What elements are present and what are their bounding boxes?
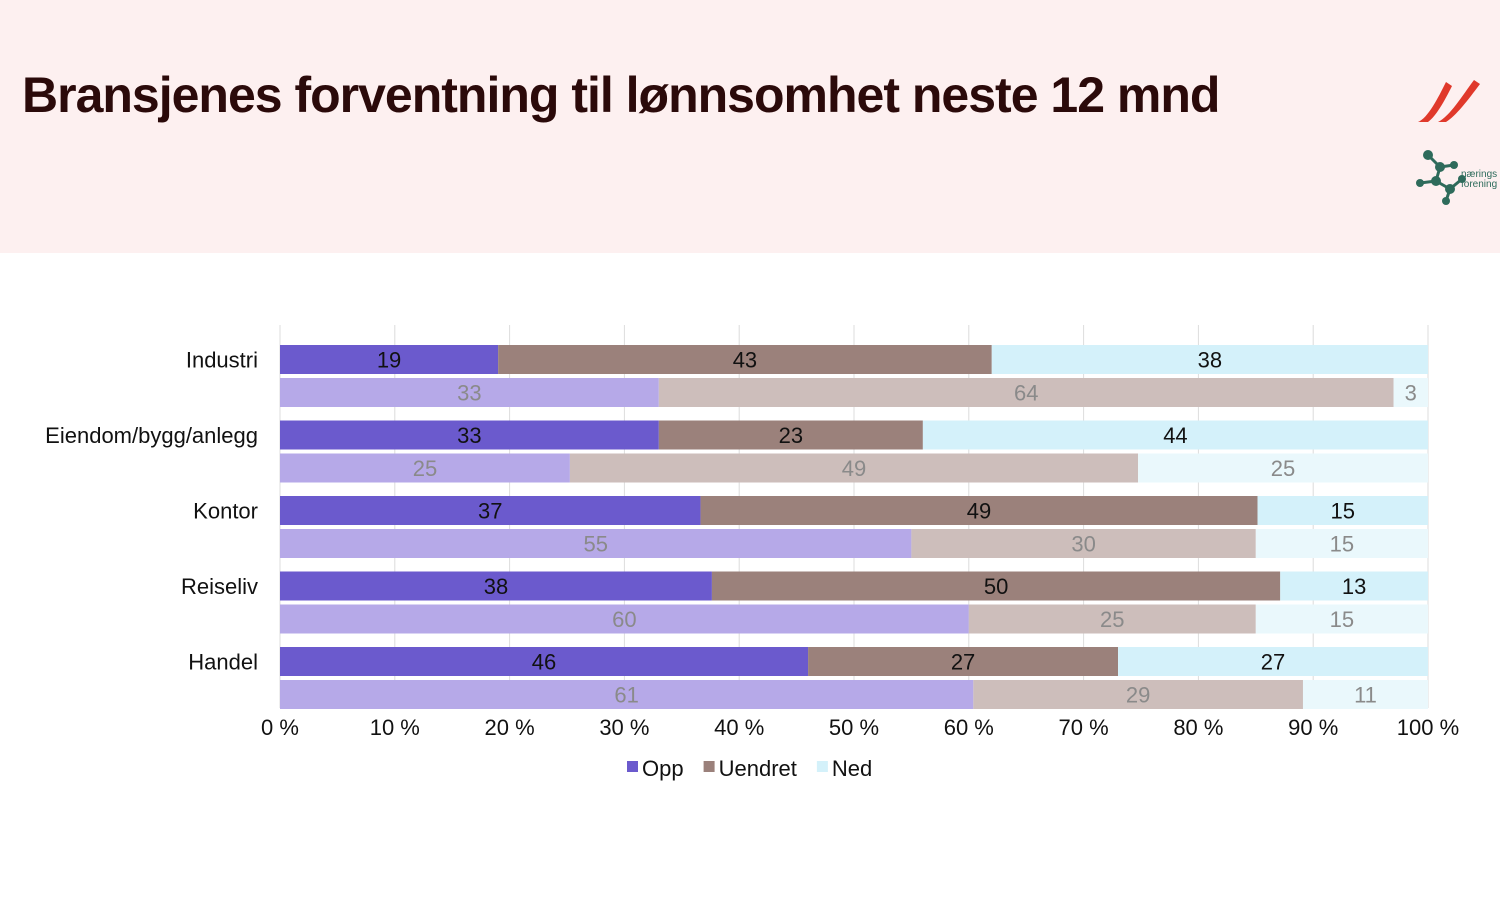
data-label-uendret-current: 50 (984, 574, 1008, 599)
data-label-opp-previous: 25 (413, 456, 437, 481)
legend-label-uendret: Uendret (719, 756, 797, 781)
category-label: Industri (186, 348, 258, 373)
bar-opp-previous (280, 378, 659, 407)
data-label-uendret-previous: 30 (1071, 532, 1095, 557)
data-label-opp-previous: 60 (612, 607, 636, 632)
data-label-ned-previous: 3 (1405, 381, 1417, 406)
bar-opp-current (280, 496, 701, 525)
data-label-opp-current: 33 (457, 423, 481, 448)
legend-label-ned: Ned (832, 756, 872, 781)
category-label: Handel (188, 650, 258, 675)
x-tick-label: 90 % (1288, 715, 1338, 740)
header-banner: Bransjenes forventning til lønnsomhet ne… (0, 0, 1500, 253)
data-label-ned-current: 44 (1163, 423, 1187, 448)
network-molecule-logo-icon (1416, 150, 1466, 205)
data-label-opp-previous: 61 (614, 683, 638, 708)
data-label-ned-previous: 25 (1271, 456, 1295, 481)
x-tick-label: 50 % (829, 715, 879, 740)
bar-opp-previous (280, 680, 974, 709)
data-label-opp-previous: 55 (583, 532, 607, 557)
data-label-uendret-current: 23 (779, 423, 803, 448)
label-layer: Industri 19 43 38 33 64 3 Eiendom/bygg/anlegg 33… (45, 348, 1417, 708)
x-tick-label: 80 % (1173, 715, 1223, 740)
bar-ned-previous (1255, 529, 1428, 558)
data-label-uendret-previous: 49 (842, 456, 866, 481)
bar-opp-current (280, 647, 809, 676)
bar-uendret-current (658, 420, 923, 450)
data-label-uendret-previous: 64 (1014, 381, 1038, 406)
bar-opp-previous (280, 529, 912, 558)
legend-layer: Opp Uendret Ned (627, 756, 872, 781)
category-label: Reiseliv (181, 574, 258, 599)
bar-opp-current (280, 571, 712, 601)
bar-ned-previous (1138, 453, 1428, 483)
bar-uendret-previous (973, 680, 1303, 709)
x-tick-label: 30 % (599, 715, 649, 740)
data-label-opp-current: 38 (484, 574, 508, 599)
bar-ned-current (922, 420, 1428, 450)
data-label-ned-current: 27 (1261, 650, 1285, 675)
bar-uendret-previous (658, 378, 1394, 407)
bar-uendret-previous (569, 453, 1139, 483)
x-tick-label: 0 % (261, 715, 299, 740)
category-label: Eiendom/bygg/anlegg (45, 423, 258, 448)
bar-uendret-current (700, 496, 1258, 525)
bar-ned-previous (1302, 680, 1428, 709)
data-label-ned-current: 13 (1342, 574, 1366, 599)
legend-label-opp: Opp (642, 756, 684, 781)
bar-ned-current (1118, 647, 1428, 676)
bar-ned-previous (1255, 604, 1428, 634)
bar-layer (280, 345, 1428, 709)
bar-ned-previous (1393, 378, 1428, 407)
data-label-ned-current: 38 (1198, 348, 1222, 373)
data-label-uendret-previous: 25 (1100, 607, 1124, 632)
data-label-uendret-current: 49 (967, 499, 991, 524)
data-label-uendret-current: 43 (733, 348, 757, 373)
x-tick-label: 100 % (1397, 715, 1459, 740)
bar-ned-current (1257, 496, 1428, 525)
data-label-opp-previous: 33 (457, 381, 481, 406)
data-label-uendret-current: 27 (951, 650, 975, 675)
page-title: Bransjenes forventning til lønnsomhet ne… (22, 67, 1220, 123)
data-label-ned-previous: 11 (1354, 683, 1377, 708)
data-label-opp-current: 19 (377, 348, 401, 373)
bar-uendret-current (711, 571, 1281, 601)
bar-opp-current (280, 420, 659, 450)
x-tick-label: 70 % (1059, 715, 1109, 740)
bar-uendret-current (498, 345, 992, 374)
bar-opp-current (280, 345, 499, 374)
data-label-ned-previous: 15 (1330, 607, 1354, 632)
legend-swatch-ned (816, 761, 828, 772)
bar-uendret-previous (968, 604, 1256, 634)
brand-swoosh-logo-icon (1418, 80, 1480, 122)
bar-ned-current (1280, 571, 1428, 601)
x-tick-label: 60 % (944, 715, 994, 740)
bar-uendret-previous (911, 529, 1256, 558)
category-label: Kontor (193, 499, 258, 524)
data-label-opp-current: 37 (478, 499, 502, 524)
data-label-ned-previous: 15 (1330, 532, 1354, 557)
x-tick-label: 10 % (370, 715, 420, 740)
legend-swatch-uendret (703, 761, 715, 772)
data-label-opp-current: 46 (532, 650, 556, 675)
bar-opp-previous (280, 604, 969, 634)
axis-layer: 0 % 10 % 20 % 30 % 40 % 50 % 60 % 70 % 80 % 90 % 1… (261, 715, 1459, 740)
bar-uendret-current (808, 647, 1119, 676)
logo-text: nærings forening (1461, 169, 1498, 190)
legend-swatch-opp (627, 761, 638, 772)
bar-opp-previous (280, 453, 570, 483)
data-label-ned-current: 15 (1331, 499, 1355, 524)
x-tick-label: 40 % (714, 715, 764, 740)
x-tick-label: 20 % (485, 715, 535, 740)
bar-ned-current (991, 345, 1428, 374)
data-label-uendret-previous: 29 (1126, 683, 1150, 708)
